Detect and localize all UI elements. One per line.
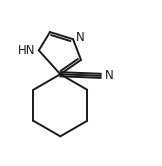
Text: HN: HN: [18, 44, 36, 57]
Text: N: N: [104, 69, 113, 82]
Text: N: N: [76, 31, 85, 44]
